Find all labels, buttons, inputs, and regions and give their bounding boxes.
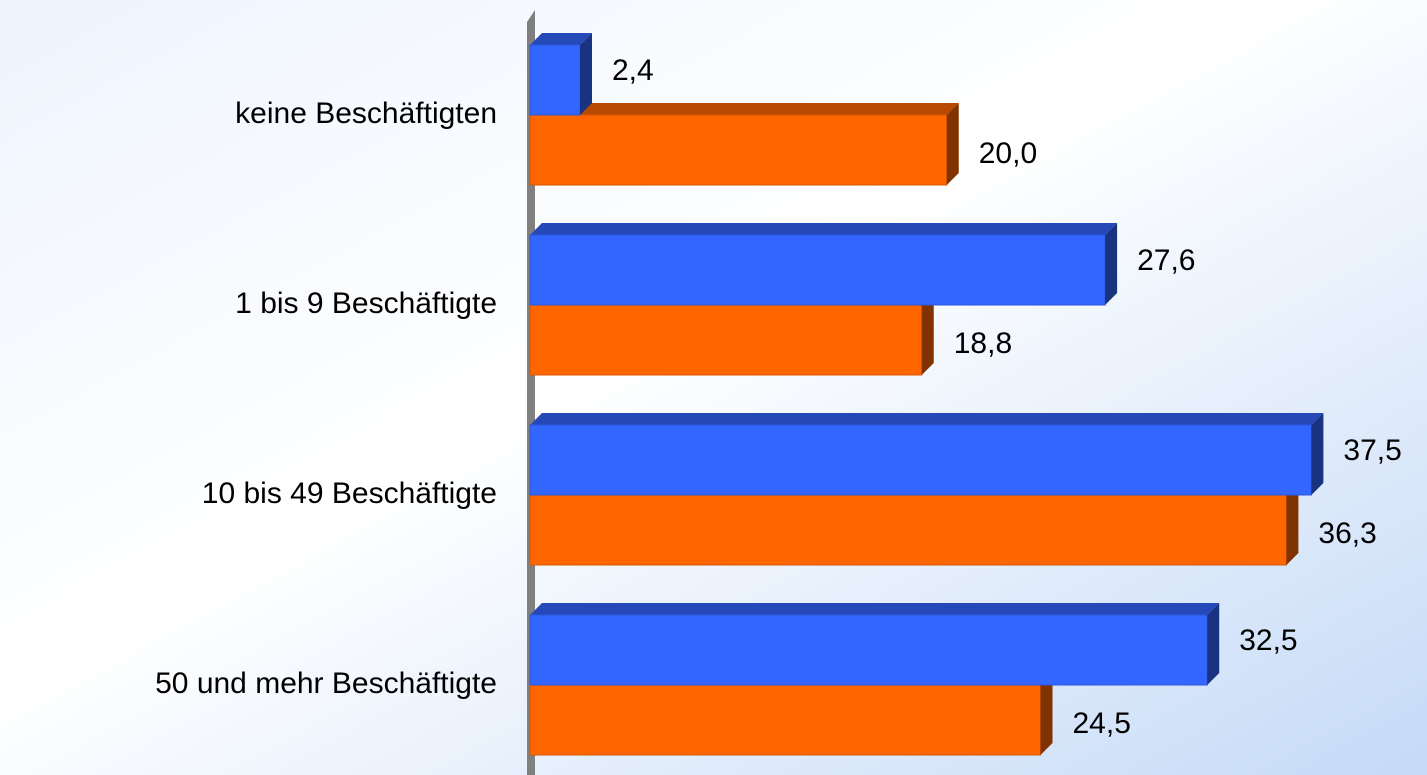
bar-top (530, 413, 1324, 425)
bar-side (946, 103, 959, 185)
value-label: 2,4 (612, 54, 654, 87)
bar-side (921, 293, 934, 375)
bar-side (1207, 603, 1220, 685)
category-label: keine Beschäftigten (235, 97, 497, 130)
value-label: 27,6 (1137, 244, 1195, 277)
bar (529, 114, 948, 186)
bar (529, 234, 1106, 306)
value-label: 18,8 (954, 327, 1012, 360)
category-label: 50 und mehr Beschäftigte (155, 667, 497, 700)
bar (529, 684, 1042, 756)
bar (529, 304, 923, 376)
bar-side (1311, 413, 1324, 495)
bar-side (1286, 483, 1299, 565)
value-label: 20,0 (979, 137, 1037, 170)
category-label: 10 bis 49 Beschäftigte (202, 477, 497, 510)
bar-top (530, 33, 593, 45)
axis-wall (527, 10, 535, 775)
value-label: 36,3 (1318, 517, 1376, 550)
bar-side (1105, 223, 1118, 305)
category-label: 1 bis 9 Beschäftigte (235, 287, 497, 320)
plot-area: keine Beschäftigten 20,0 2,4 1 bis 9 Beschä… (155, 33, 1402, 756)
bar-top (530, 603, 1220, 615)
bar (529, 614, 1208, 686)
bar (529, 44, 581, 116)
bar-side (580, 33, 593, 115)
bar-top (530, 223, 1118, 235)
bar-side (1040, 673, 1053, 755)
bar (529, 424, 1312, 496)
bar (529, 494, 1287, 566)
value-label: 24,5 (1073, 707, 1131, 740)
value-label: 32,5 (1239, 624, 1297, 657)
value-label: 37,5 (1343, 434, 1401, 467)
bar-top (530, 103, 959, 115)
